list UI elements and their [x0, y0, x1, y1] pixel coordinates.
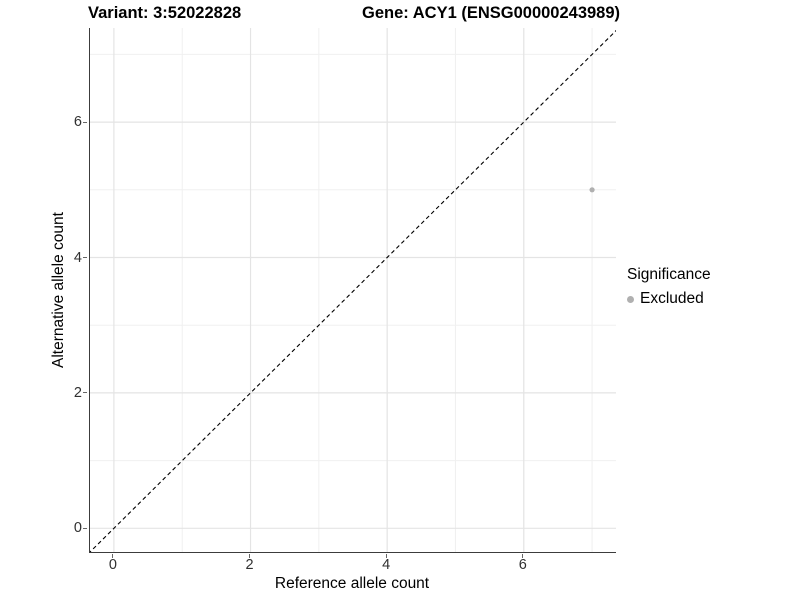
x-tick-label: 0 — [108, 557, 117, 573]
x-tick-label: 4 — [382, 557, 391, 573]
y-tick-mark — [83, 392, 88, 394]
y-tick-label: 2 — [73, 384, 82, 401]
y-tick-mark — [83, 527, 88, 529]
y-tick-label: 0 — [73, 520, 82, 537]
plot-panel — [89, 28, 616, 553]
data-point — [589, 187, 595, 193]
x-tick-label: 2 — [245, 557, 254, 573]
x-axis-title: Reference allele count — [274, 575, 430, 592]
legend-item-excluded: Excluded — [627, 290, 711, 308]
x-tick-mark — [249, 553, 251, 558]
legend-title: Significance — [627, 266, 711, 283]
plot-canvas — [90, 28, 616, 552]
legend: Significance Excluded — [627, 266, 711, 308]
legend-point-icon — [627, 295, 634, 303]
y-tick-mark — [83, 257, 88, 258]
y-tick-mark — [83, 121, 88, 123]
variant-title: Variant: 3:52022828 — [88, 4, 242, 22]
y-tick-label: 4 — [73, 249, 82, 266]
x-tick-label: 6 — [518, 557, 527, 573]
gene-title: Gene: ACY1 (ENSG00000243989) — [362, 4, 621, 22]
y-axis-title: Alternative allele count — [50, 212, 67, 368]
y-tick-label: 6 — [73, 114, 82, 131]
identity-dashed-line — [90, 29, 616, 552]
x-tick-mark — [385, 553, 387, 558]
legend-item-label: Excluded — [640, 290, 704, 307]
x-tick-mark — [522, 553, 524, 558]
x-tick-mark — [112, 553, 114, 558]
